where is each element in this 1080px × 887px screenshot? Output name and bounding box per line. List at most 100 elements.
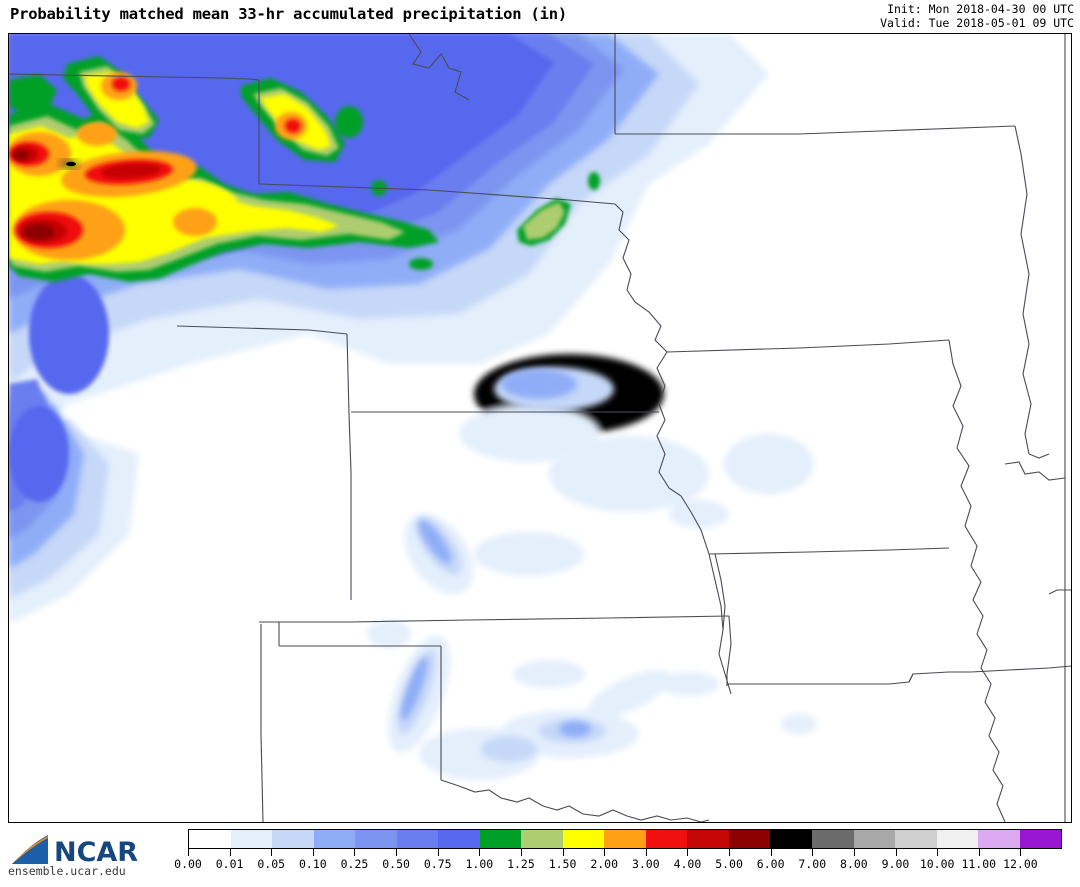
colorbar-tick-label: 9.00 xyxy=(881,857,910,871)
colorbar-swatch xyxy=(396,830,439,848)
page-title: Probability matched mean 33-hr accumulat… xyxy=(10,5,568,23)
map-panel[interactable] xyxy=(8,33,1072,823)
colorbar-tick-label: 0.50 xyxy=(382,857,410,871)
colorbar-tick xyxy=(188,849,189,856)
border-mo-ok xyxy=(726,615,732,686)
border-sd-ne-river xyxy=(614,203,668,353)
colorbar-tick xyxy=(354,849,356,856)
colorbar-tick-label: 2.00 xyxy=(590,857,619,871)
colorbar-tick-label: 10.00 xyxy=(919,857,955,871)
colorbar-tick xyxy=(437,849,439,856)
border-in-ky xyxy=(1048,589,1071,595)
colorbar-labels: 0.00 0.01 0.05 0.10 0.25 0.50 0.75 1.00 1.25 1.50… xyxy=(174,856,1062,874)
colorbar-tick-label: 1.50 xyxy=(548,857,577,871)
colorbar-swatch xyxy=(853,830,896,848)
colorbar-ticks xyxy=(188,849,1062,856)
colorbar-swatch xyxy=(728,830,771,848)
colorbar-swatch xyxy=(770,830,812,848)
border-wy-ne xyxy=(258,183,616,205)
colorbar-swatch xyxy=(521,830,563,848)
colorbar-swatch xyxy=(811,830,854,848)
border-ok-tx-red-river xyxy=(440,779,702,822)
colorbar-swatch xyxy=(562,830,605,848)
colorbar-swatch xyxy=(978,830,1020,848)
colorbar-swatch xyxy=(272,830,314,848)
colorbar-swatch xyxy=(687,830,729,848)
colorbar-swatch xyxy=(438,830,480,848)
colorbar-tick-label: 0.25 xyxy=(340,857,369,871)
colorbar-tick-label: 8.00 xyxy=(840,857,868,871)
border-mississippi xyxy=(948,339,1006,822)
colorbar[interactable]: 0.00 0.01 0.05 0.10 0.25 0.50 0.75 1.00 1.25 1.50… xyxy=(174,829,1062,884)
border-ia-mn xyxy=(666,339,950,353)
colorbar-tick xyxy=(687,849,689,856)
border-wi-il xyxy=(1028,453,1050,459)
colorbar-swatch xyxy=(355,830,397,848)
precipitation-map[interactable] xyxy=(9,34,1071,822)
init-time-label: Init: Mon 2018-04-30 00 UTC xyxy=(887,2,1074,16)
border-ks-mo xyxy=(714,553,726,631)
colorbar-tick-label: 11.00 xyxy=(961,857,997,871)
ncar-url-text: ensemble.ucar.edu xyxy=(8,864,126,878)
colorbar-tick-label: 5.00 xyxy=(715,857,743,871)
precipitation-field xyxy=(9,34,817,780)
precip-level-7p00 xyxy=(66,161,76,167)
border-mt-wy xyxy=(9,73,260,81)
colorbar-tick xyxy=(645,849,647,856)
colorbar-tick-label: 0.75 xyxy=(423,857,452,871)
ncar-wordmark: NCAR xyxy=(54,837,138,868)
border-nm-tx xyxy=(260,624,264,822)
border-mt-river xyxy=(408,34,470,101)
border-nd-sd xyxy=(615,125,1016,135)
colorbar-tick xyxy=(853,849,855,856)
colorbar-swatch xyxy=(936,830,979,848)
colorbar-tick xyxy=(770,849,772,856)
colorbar-tick xyxy=(229,849,231,856)
border-co-ks xyxy=(346,333,352,600)
colorbar-tick-label: 0.10 xyxy=(298,857,327,871)
colorbar-swatch xyxy=(479,830,522,848)
border-ia-mo xyxy=(708,547,950,555)
colorbar-tick-label: 0.00 xyxy=(174,857,202,871)
colorbar-swatch xyxy=(313,830,356,848)
border-wy-co xyxy=(176,325,348,335)
colorbar-tick-label: 4.00 xyxy=(673,857,702,871)
colorbar-tick xyxy=(895,849,897,856)
colorbar-tick-label: 0.05 xyxy=(257,857,286,871)
colorbar-swatch xyxy=(230,830,273,848)
colorbar-tick xyxy=(729,849,731,856)
colorbar-tick xyxy=(1020,849,1022,856)
colorbar-tick xyxy=(520,849,522,856)
colorbar-swatch xyxy=(895,830,937,848)
colorbar-swatch xyxy=(645,830,688,848)
colorbar-tick xyxy=(978,849,980,856)
precip-level-5p00 xyxy=(13,150,55,240)
border-mn-wi xyxy=(1014,125,1032,455)
footer-bar: NCAR ensemble.ucar.edu 0.00 0.01 0.05 0.10 0… xyxy=(0,824,1080,887)
colorbar-tick xyxy=(396,849,398,856)
ncar-logo[interactable]: NCAR xyxy=(6,828,176,884)
colorbar-tick-label: 7.00 xyxy=(798,857,827,871)
forecast-timestamps: Init: Mon 2018-04-30 00 UTC Valid: Tue 2… xyxy=(880,2,1074,30)
border-tx-bottom xyxy=(700,819,710,822)
state-borders xyxy=(9,34,1071,822)
colorbar-tick xyxy=(479,849,481,856)
colorbar-tick xyxy=(812,849,814,856)
colorbar-swatches[interactable] xyxy=(188,829,1062,849)
border-ks-ok xyxy=(259,615,730,623)
colorbar-tick xyxy=(604,849,606,856)
colorbar-swatch xyxy=(189,830,231,848)
colorbar-tick xyxy=(562,849,564,856)
colorbar-swatch xyxy=(604,830,646,848)
border-ky-tn xyxy=(970,665,1071,673)
colorbar-tick-label: 12.00 xyxy=(1003,857,1038,871)
colorbar-tick-label: 1.00 xyxy=(465,857,494,871)
colorbar-tick xyxy=(312,849,314,856)
colorbar-tick xyxy=(271,849,273,856)
valid-time-label: Valid: Tue 2018-05-01 09 UTC xyxy=(880,15,1074,30)
border-ar-mo-notch xyxy=(908,673,914,683)
colorbar-tick-label: 3.00 xyxy=(631,857,660,871)
border-il-in xyxy=(1004,461,1066,481)
colorbar-tick-label: 6.00 xyxy=(756,857,785,871)
